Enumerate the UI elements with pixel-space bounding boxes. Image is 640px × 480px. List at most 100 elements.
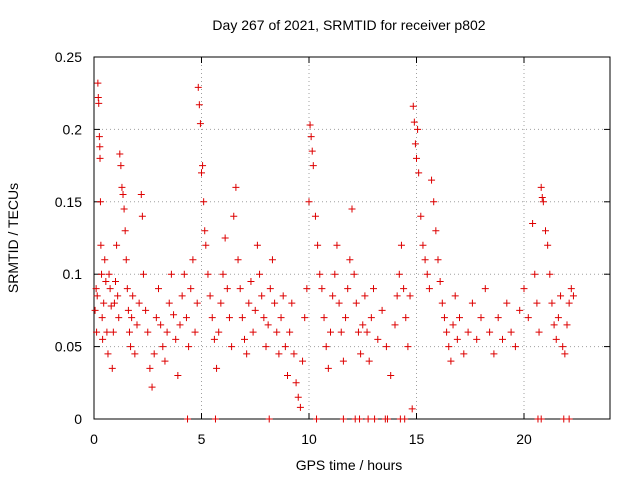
data-point bbox=[109, 328, 117, 336]
data-point bbox=[557, 292, 565, 300]
data-point bbox=[114, 292, 122, 300]
data-point bbox=[210, 335, 218, 343]
data-point bbox=[552, 335, 560, 343]
data-point bbox=[460, 350, 468, 358]
y-tick-label: 0.1 bbox=[63, 266, 83, 282]
data-point bbox=[213, 364, 221, 372]
data-point bbox=[265, 415, 273, 423]
data-point bbox=[303, 285, 311, 293]
data-point bbox=[217, 299, 225, 307]
data-point bbox=[110, 299, 118, 307]
data-point bbox=[251, 306, 259, 314]
data-point bbox=[161, 357, 169, 365]
data-point bbox=[98, 270, 106, 278]
data-point bbox=[357, 350, 365, 358]
data-point bbox=[122, 256, 130, 264]
data-point bbox=[322, 343, 330, 351]
data-point bbox=[184, 415, 192, 423]
data-point bbox=[202, 241, 210, 249]
data-point bbox=[499, 335, 506, 343]
data-point bbox=[182, 314, 190, 322]
data-point bbox=[548, 299, 556, 307]
data-point bbox=[243, 350, 251, 358]
data-point bbox=[125, 328, 133, 336]
data-point bbox=[464, 328, 472, 336]
y-tick-label: 0.05 bbox=[55, 339, 82, 355]
data-point bbox=[308, 147, 316, 155]
data-point bbox=[395, 270, 403, 278]
data-point bbox=[434, 256, 442, 264]
data-point bbox=[383, 415, 391, 423]
data-point bbox=[262, 343, 270, 351]
data-point bbox=[185, 343, 193, 351]
data-point bbox=[199, 162, 207, 170]
data-point bbox=[225, 314, 233, 322]
data-point bbox=[436, 277, 444, 285]
data-point bbox=[211, 415, 219, 423]
data-point bbox=[106, 285, 114, 293]
data-point bbox=[256, 270, 264, 278]
data-point bbox=[195, 101, 203, 109]
data-point bbox=[198, 169, 205, 177]
data-point bbox=[356, 415, 364, 423]
data-point bbox=[531, 270, 539, 278]
data-point bbox=[359, 321, 367, 329]
data-point bbox=[313, 415, 321, 423]
data-point bbox=[367, 314, 375, 322]
data-point bbox=[117, 162, 125, 170]
data-point bbox=[121, 227, 129, 235]
data-point bbox=[230, 212, 238, 220]
data-point bbox=[215, 328, 223, 336]
data-point bbox=[371, 415, 379, 423]
data-point bbox=[299, 357, 307, 365]
data-point bbox=[102, 277, 110, 285]
y-tick-label: 0 bbox=[74, 411, 82, 427]
data-point bbox=[417, 212, 425, 220]
data-point bbox=[481, 285, 489, 293]
data-point bbox=[247, 277, 255, 285]
data-point bbox=[146, 364, 154, 372]
data-point bbox=[105, 270, 113, 278]
data-point bbox=[428, 176, 436, 184]
data-point bbox=[339, 357, 347, 365]
data-point bbox=[440, 314, 448, 322]
data-point bbox=[176, 321, 184, 329]
data-point bbox=[236, 285, 244, 293]
data-point bbox=[128, 314, 136, 322]
data-point bbox=[167, 270, 175, 278]
data-point bbox=[335, 299, 343, 307]
data-point bbox=[477, 314, 485, 322]
data-point bbox=[148, 383, 156, 391]
data-point bbox=[397, 241, 405, 249]
data-point bbox=[284, 372, 291, 380]
data-point bbox=[96, 198, 104, 206]
data-point bbox=[118, 183, 126, 191]
data-point bbox=[361, 292, 369, 300]
grid bbox=[94, 57, 610, 419]
data-point bbox=[451, 292, 459, 300]
data-point bbox=[112, 277, 119, 285]
data-point bbox=[273, 328, 281, 336]
data-point bbox=[333, 241, 341, 249]
data-point bbox=[113, 241, 121, 249]
data-point bbox=[204, 270, 212, 278]
data-point bbox=[170, 311, 178, 319]
data-point bbox=[352, 299, 360, 307]
data-point bbox=[96, 143, 104, 151]
data-point bbox=[410, 118, 418, 126]
data-point bbox=[425, 285, 433, 293]
data-point bbox=[120, 205, 128, 213]
y-tick-label: 0.15 bbox=[55, 194, 82, 210]
x-tick-label: 15 bbox=[409, 431, 425, 447]
data-point bbox=[538, 193, 546, 201]
data-point bbox=[290, 350, 298, 358]
data-point bbox=[238, 314, 246, 322]
data-point bbox=[159, 343, 167, 351]
data-point bbox=[490, 350, 498, 358]
data-point bbox=[348, 205, 356, 213]
x-tick-label: 10 bbox=[301, 431, 317, 447]
data-point bbox=[123, 285, 131, 293]
data-point bbox=[419, 241, 427, 249]
data-points bbox=[91, 79, 577, 423]
